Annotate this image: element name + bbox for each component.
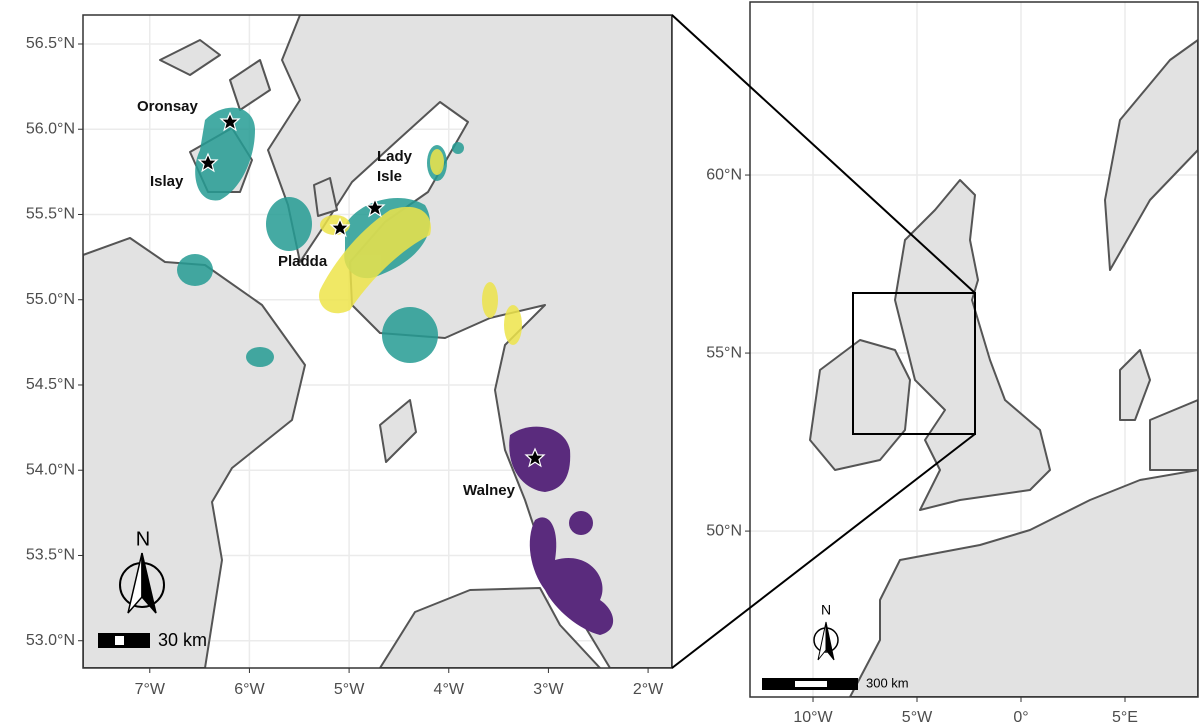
y-tick-label: 56.0°N — [26, 120, 75, 137]
scale-label: 300 km — [866, 675, 909, 690]
foraging-areas — [177, 107, 614, 635]
right-frame — [749, 1, 1199, 698]
scale-label: 30 km — [158, 630, 207, 650]
left-frame — [82, 14, 673, 669]
x-tick-label: 2°W — [633, 681, 664, 698]
right-scale-bar: 300 km — [762, 675, 909, 690]
x-tick-label: 5°E — [1112, 709, 1138, 726]
right-map-land — [809, 39, 1198, 697]
x-tick-label: 4°W — [434, 681, 465, 698]
x-tick-label: 7°W — [135, 681, 166, 698]
left-scale-bar: 30 km — [98, 630, 207, 650]
x-tick-label: 5°W — [902, 709, 933, 726]
left-north-arrow: N — [119, 528, 165, 614]
y-tick-label: 54.5°N — [26, 376, 75, 393]
y-tick-label: 50°N — [706, 522, 742, 539]
colony-label: Pladda — [278, 253, 328, 270]
y-tick-label: 54.0°N — [26, 461, 75, 478]
y-tick-label: 55.0°N — [26, 291, 75, 308]
left-map-land — [83, 15, 672, 668]
x-tick-label: 0° — [1013, 709, 1028, 726]
x-tick-label: 5°W — [334, 681, 365, 698]
x-tick-label: 6°W — [234, 681, 265, 698]
colony-label: Walney — [463, 482, 515, 499]
north-label: N — [821, 602, 831, 618]
y-tick-label: 56.5°N — [26, 35, 75, 52]
colony-label: Oronsay — [137, 98, 198, 115]
x-tick-label: 10°W — [793, 709, 833, 726]
right-north-arrow: N — [813, 602, 839, 661]
y-tick-label: 55.5°N — [26, 206, 75, 223]
colony-label: Lady Isle — [377, 148, 413, 185]
colony-markers — [197, 111, 546, 468]
inset-line — [671, 433, 976, 669]
y-tick-label: 53.0°N — [26, 632, 75, 649]
colony-label: Islay — [150, 173, 184, 190]
x-tick-label: 3°W — [533, 681, 564, 698]
y-tick-label: 53.5°N — [26, 547, 75, 564]
y-tick-label: 60°N — [706, 166, 742, 183]
north-label: N — [136, 528, 150, 550]
y-tick-label: 55°N — [706, 344, 742, 361]
inset-box — [852, 292, 976, 435]
inset-line — [671, 14, 976, 294]
